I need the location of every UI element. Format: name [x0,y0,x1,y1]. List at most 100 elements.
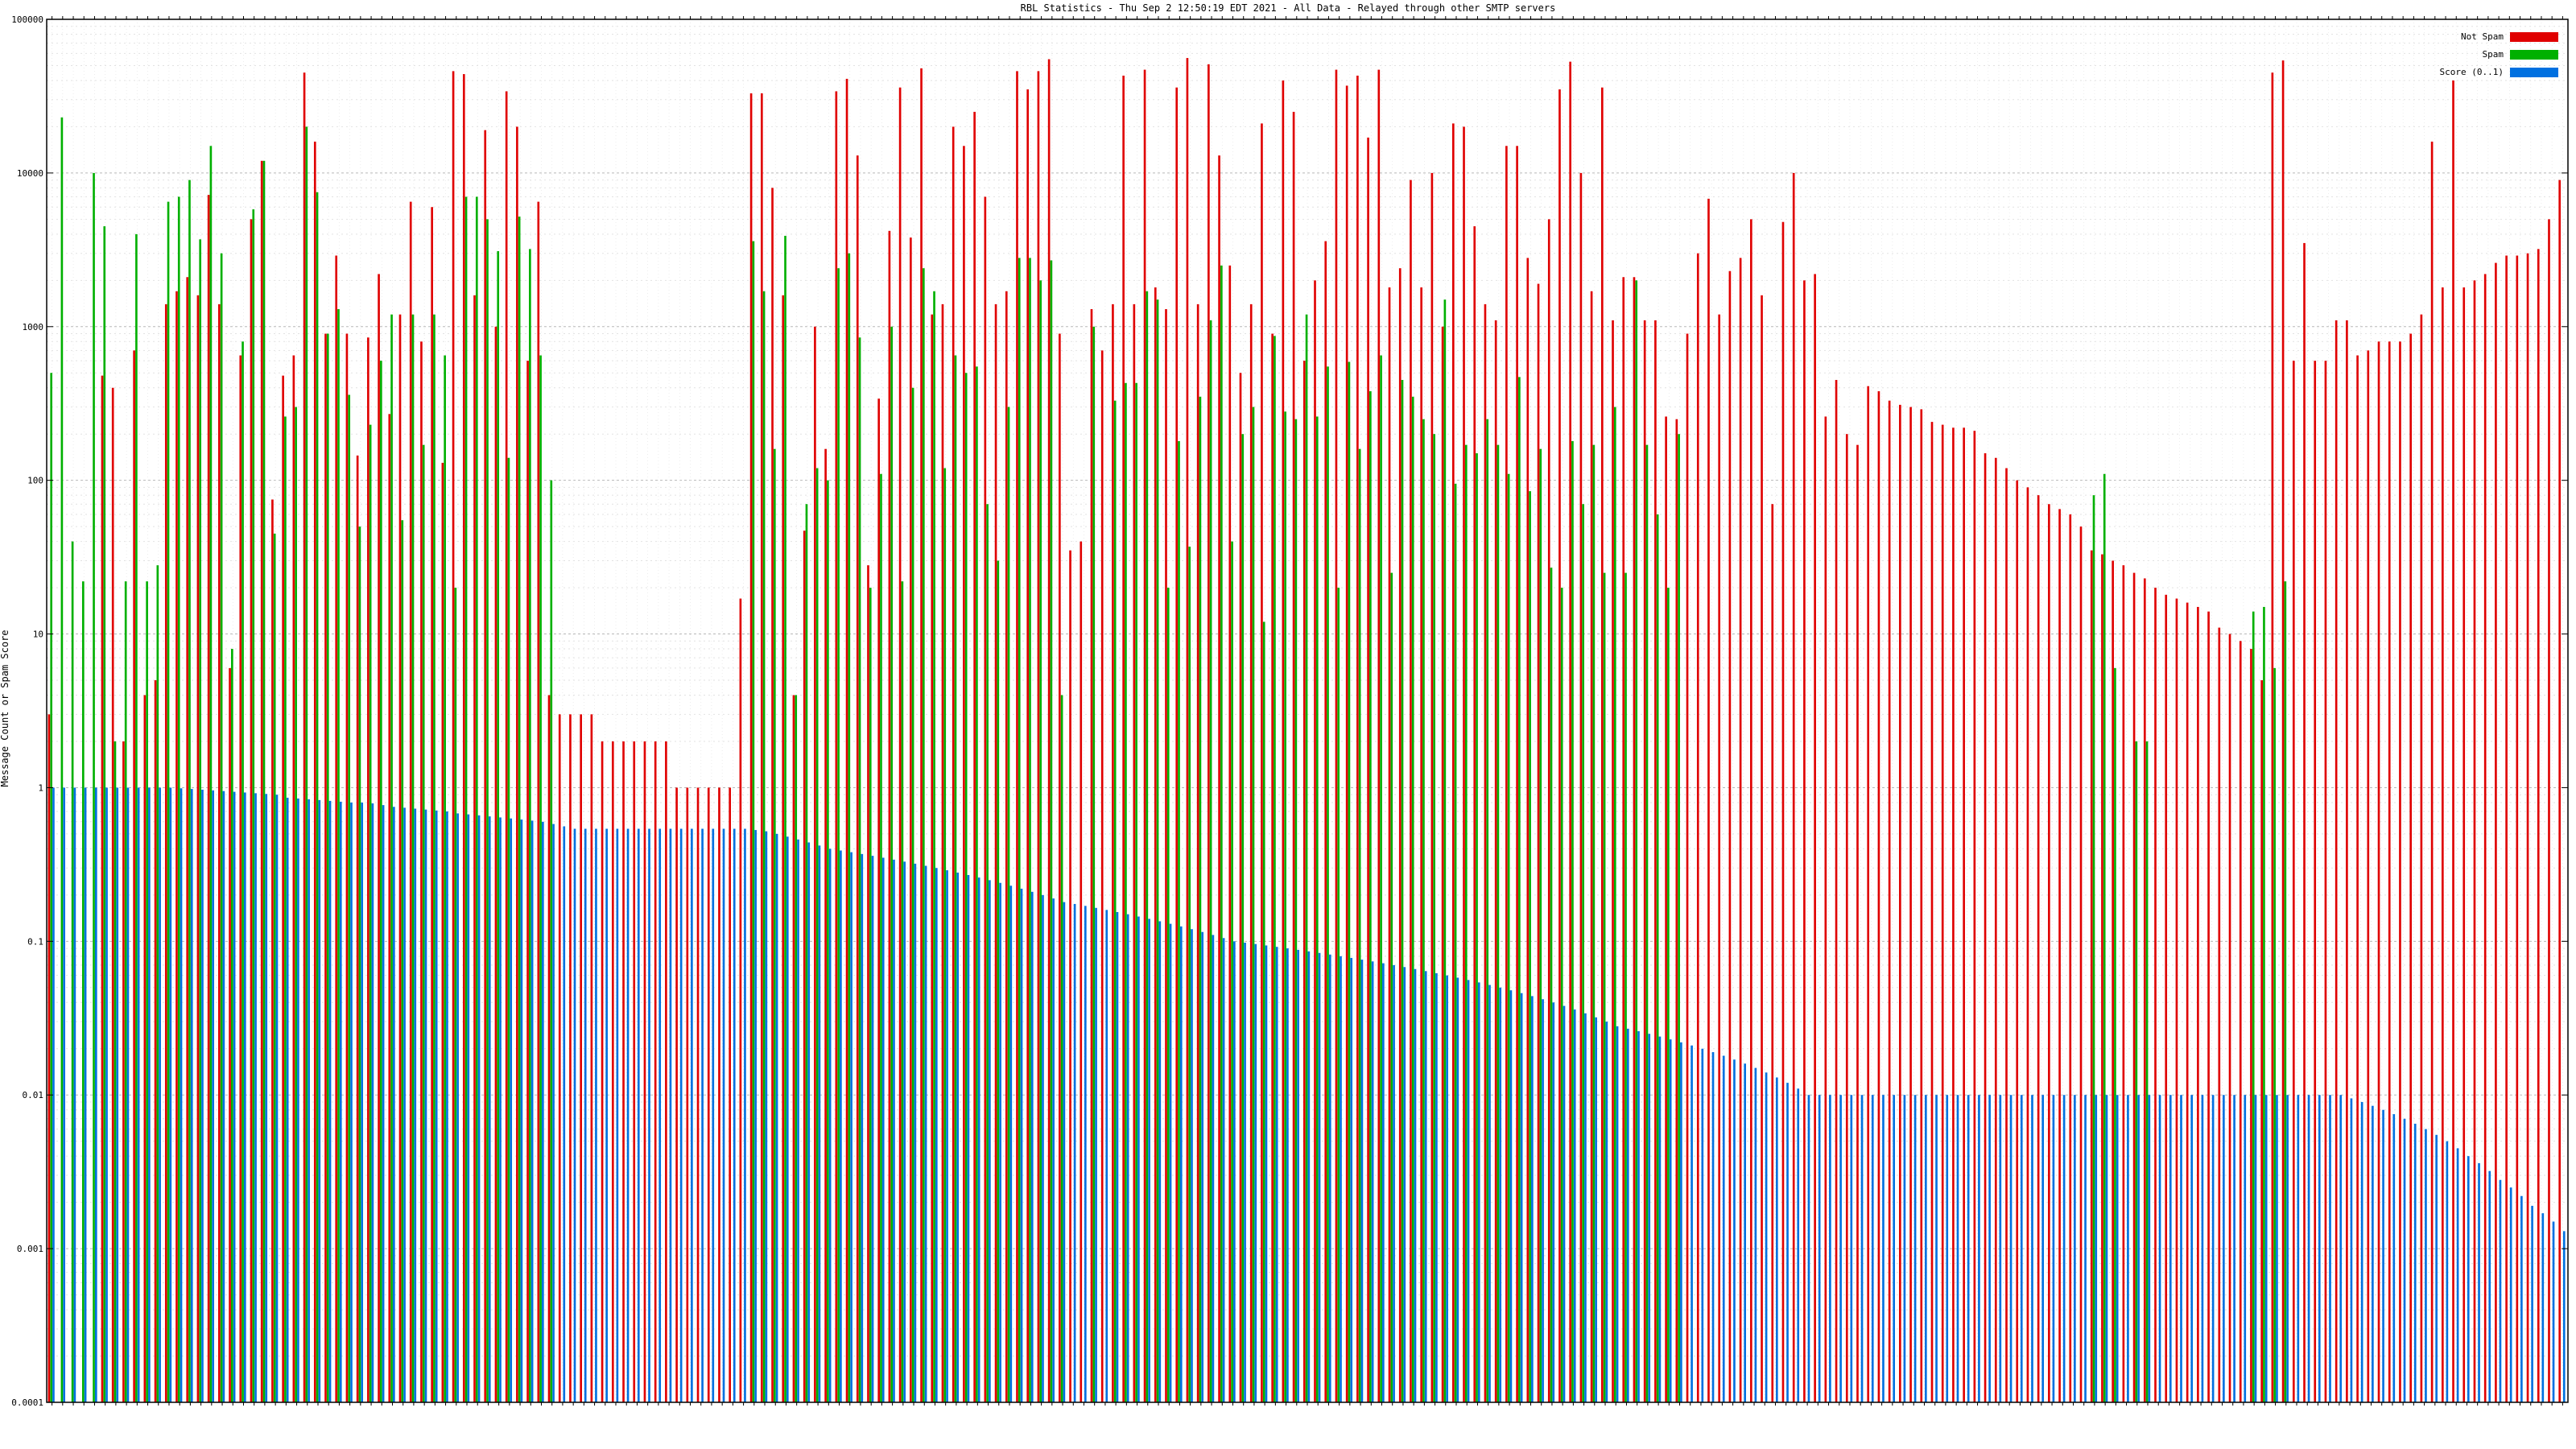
score-bar [1690,1045,1693,1402]
score-bar [1680,1042,1682,1402]
not-spam-bar [761,93,763,1402]
not-spam-bar [378,274,380,1402]
not-spam-bar [133,350,135,1403]
score-bar [2467,1156,2470,1402]
spam-bar [1039,280,1042,1403]
score-bar [1913,1095,1917,1402]
score-bar [765,831,768,1402]
spam-bar [773,448,776,1403]
legend-label: Spam [2483,49,2504,60]
score-bar [1095,907,1097,1402]
not-spam-bar [1569,61,1572,1402]
spam-bar [156,565,159,1403]
y-axis-label: Message Count or Spam Score [0,630,10,786]
not-spam-bar [1314,280,1316,1403]
score-bar [2031,1095,2033,1402]
spam-bar [1401,379,1404,1403]
score-bar [1318,952,1321,1402]
score-bar [797,839,799,1402]
not-spam-bar [1282,80,1285,1403]
not-spam-bar [1090,309,1093,1403]
score-bar [275,795,279,1402]
score-bar [1956,1095,1959,1402]
not-spam-bar [643,741,646,1402]
y-tick-label: 1000 [23,322,44,332]
score-bar [52,787,55,1402]
score-bar [977,877,980,1402]
spam-bar [82,581,85,1402]
spam-bar [273,533,276,1403]
score-bar [1265,945,1268,1402]
not-spam-bar [1154,287,1157,1403]
score-bar [1637,1031,1640,1402]
legend-swatch [2510,50,2558,60]
score-bar [2297,1095,2300,1402]
score-bar [2062,1095,2066,1402]
score-bar [956,872,960,1402]
score-bar [308,799,310,1402]
not-spam-bar [1867,386,1870,1403]
not-spam-bar [2334,320,2338,1403]
not-spam-bar [1186,58,1189,1402]
score-bar [1701,1048,1704,1402]
not-spam-bar [2314,361,2317,1403]
score-bar [1509,990,1513,1402]
not-spam-bar [1228,265,1232,1403]
not-spam-bar [1516,146,1518,1402]
spam-bar [890,326,894,1402]
score-bar [1754,1067,1757,1402]
not-spam-bar [2526,253,2529,1402]
score-bar [2520,1195,2523,1402]
not-spam-bar [1792,172,1795,1402]
score-bar [1244,943,1246,1402]
score-bar [1722,1055,1725,1402]
not-spam-bar [696,787,700,1402]
not-spam-bar [494,326,497,1402]
not-spam-bar [2324,361,2327,1403]
not-spam-bar [963,146,965,1402]
score-bar [1446,975,1448,1402]
not-spam-bar [814,326,816,1402]
spam-bar [1507,473,1510,1402]
spam-bar [497,250,500,1402]
score-bar [1435,972,1438,1402]
spam-bar [1550,568,1553,1402]
not-spam-bar [1261,123,1263,1402]
spam-bar [1125,382,1127,1402]
not-spam-bar [2292,361,2295,1403]
not-spam-bar [2048,504,2050,1402]
score-bar [1499,987,1502,1402]
score-bar [1786,1083,1789,1402]
score-bar [691,828,693,1402]
score-bar [2095,1095,2098,1402]
not-spam-bar [1239,373,1242,1402]
not-spam-bar [175,291,178,1403]
score-bar [1999,1095,2002,1402]
score-bar [669,828,672,1402]
score-bar [190,789,193,1402]
not-spam-bar [1835,379,1838,1403]
not-spam-bar [2069,514,2072,1402]
spam-bar [1603,572,1606,1402]
not-spam-bar [1080,541,1083,1403]
score-bar [2041,1095,2045,1402]
score-bar [1775,1077,1778,1402]
score-bar [2254,1095,2257,1402]
score-bar [510,818,513,1402]
not-spam-bar [2356,355,2359,1403]
not-spam-bar [292,355,295,1403]
not-spam-bar [2058,509,2061,1403]
spam-bar [943,468,947,1403]
not-spam-bar [547,695,551,1402]
spam-bar [1476,453,1478,1403]
not-spam-bar [2101,554,2103,1402]
spam-bar [1166,588,1170,1402]
score-bar [903,861,906,1402]
not-spam-bar [2005,468,2008,1403]
not-spam-bar [1059,333,1061,1403]
score-bar [658,828,662,1402]
legend-label: Not Spam [2461,31,2504,42]
score-bar [605,828,608,1402]
not-spam-bar [154,680,157,1402]
spam-bar [486,219,489,1402]
